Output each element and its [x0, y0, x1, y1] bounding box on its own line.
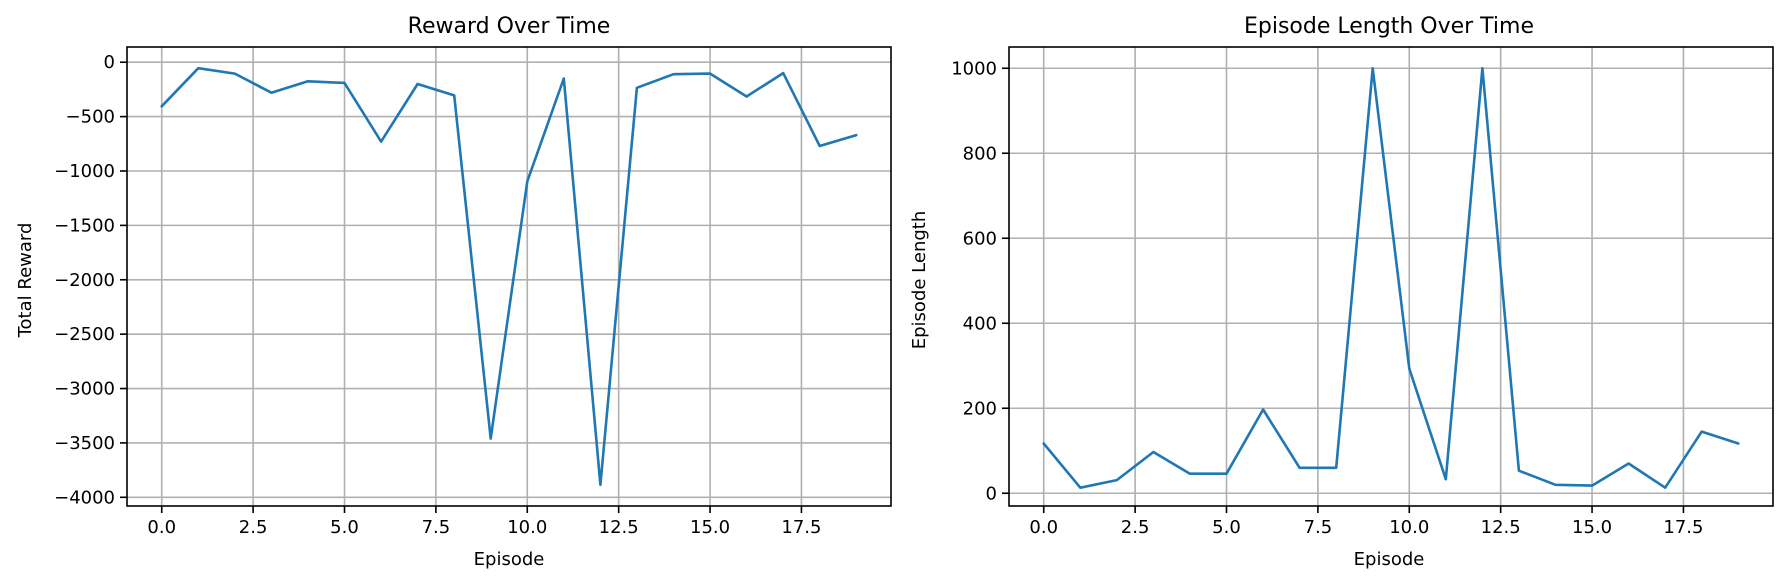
y-tick-label: 400: [963, 313, 997, 334]
x-tick-label: 10.0: [507, 517, 547, 538]
x-tick-label: 17.5: [1663, 517, 1703, 538]
y-tick-label: −500: [66, 107, 115, 128]
x-tick-label: 7.5: [1304, 517, 1333, 538]
x-tick-label: 2.5: [239, 517, 268, 538]
x-tick-label: 0.0: [1029, 517, 1058, 538]
x-tick-label: 7.5: [422, 517, 451, 538]
x-axis-label: Episode: [1354, 549, 1425, 570]
x-tick-label: 10.0: [1389, 517, 1429, 538]
y-tick-label: −4000: [54, 487, 115, 508]
x-tick-label: 5.0: [1212, 517, 1241, 538]
y-tick-label: −2500: [54, 324, 115, 345]
reward-chart: Reward Over Time Episode Total Reward 0.…: [15, 14, 892, 570]
x-axis-label: Episode: [474, 549, 545, 570]
y-tick-label: −1000: [54, 161, 115, 182]
y-tick-label: −3500: [54, 433, 115, 454]
y-tick-label: 0: [986, 483, 997, 504]
y-tick-label: −2000: [54, 270, 115, 291]
chart-title: Episode Length Over Time: [1244, 14, 1534, 39]
x-tick-label: 0.0: [147, 517, 176, 538]
y-tick-label: 0: [104, 52, 115, 73]
y-tick-label: 200: [963, 398, 997, 419]
series-line: [1042, 67, 1740, 490]
x-tick-label: 12.5: [1481, 517, 1521, 538]
x-tick-label: 15.0: [690, 517, 730, 538]
y-tick-label: 800: [963, 143, 997, 164]
grid: [1009, 47, 1773, 506]
y-axis-label: Episode Length: [909, 211, 930, 350]
y-tick-label: −1500: [54, 215, 115, 236]
chart-title: Reward Over Time: [408, 14, 611, 39]
y-tick-label: 600: [963, 228, 997, 249]
x-tick-label: 15.0: [1572, 517, 1612, 538]
y-tick-label: −3000: [54, 379, 115, 400]
y-tick-label: 1000: [951, 58, 997, 79]
y-axis-label: Total Reward: [15, 223, 36, 339]
episode-length-chart: Episode Length Over Time Episode Episode…: [909, 14, 1774, 570]
x-tick-label: 5.0: [330, 517, 359, 538]
plot-frame: [1008, 46, 1774, 507]
series-line: [160, 66, 858, 487]
grid: [127, 47, 891, 506]
x-tick-label: 12.5: [599, 517, 639, 538]
x-tick-label: 2.5: [1121, 517, 1150, 538]
plot-frame: [126, 46, 892, 507]
x-tick-label: 17.5: [781, 517, 821, 538]
